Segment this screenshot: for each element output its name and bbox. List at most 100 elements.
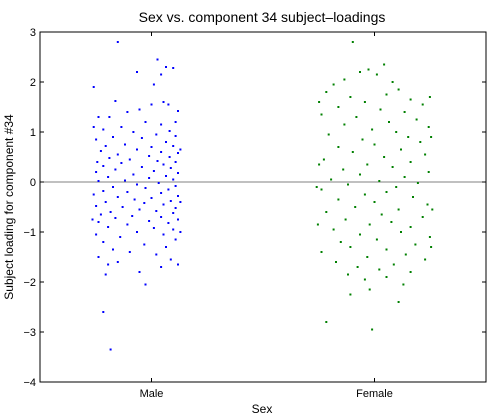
data-point (349, 246, 352, 248)
data-point (114, 168, 117, 171)
data-point (337, 198, 340, 201)
data-point (120, 126, 123, 128)
data-point (169, 167, 172, 169)
data-point (102, 165, 105, 167)
data-point (99, 213, 102, 216)
data-point (403, 176, 406, 178)
data-point (165, 66, 167, 68)
data-point (152, 227, 155, 229)
data-point (97, 256, 100, 258)
data-point (169, 200, 172, 202)
data-point (104, 273, 107, 276)
data-point (138, 208, 141, 211)
data-point (148, 177, 151, 179)
data-point (162, 203, 165, 206)
data-point (121, 206, 124, 208)
data-point (152, 170, 155, 172)
data-point (140, 137, 143, 139)
data-point (155, 253, 158, 256)
data-point (407, 136, 410, 138)
data-point (430, 136, 433, 138)
data-point (92, 126, 95, 128)
data-point (160, 123, 163, 126)
data-point (116, 196, 119, 198)
data-point (107, 176, 110, 178)
data-point (378, 268, 381, 271)
data-point (361, 138, 364, 141)
data-point (126, 111, 129, 113)
data-point (132, 131, 135, 133)
y-tick-label: −4 (23, 377, 36, 389)
axes-box (39, 31, 487, 383)
data-point (157, 182, 160, 184)
axes: −4 −3 −2 −1 0 1 2 3 Male Female (23, 27, 487, 400)
data-point (167, 188, 170, 191)
data-point (322, 158, 325, 161)
data-point (395, 186, 398, 188)
data-point (112, 248, 114, 251)
data-point (428, 96, 431, 98)
data-point (177, 172, 179, 174)
chart-title: Sex vs. component 34 subject–loadings (139, 9, 386, 25)
data-point (409, 226, 412, 228)
data-point (133, 198, 136, 201)
data-point (107, 226, 110, 228)
data-point (155, 210, 158, 212)
data-point (162, 163, 165, 166)
data-point (91, 218, 94, 221)
data-point (92, 86, 95, 88)
data-point (347, 183, 349, 186)
data-point (172, 145, 175, 147)
data-point (143, 202, 146, 204)
data-point (112, 186, 114, 188)
data-point (160, 266, 163, 268)
data-point (403, 111, 406, 113)
data-point (409, 271, 412, 273)
data-point (172, 178, 175, 181)
data-point (150, 103, 153, 106)
data-point (430, 246, 433, 248)
data-point (95, 233, 98, 236)
data-point (165, 141, 167, 143)
data-point (359, 233, 361, 236)
data-point (97, 221, 100, 223)
data-point (138, 108, 141, 111)
data-point (160, 192, 163, 194)
data-point (143, 243, 146, 246)
data-point (349, 96, 352, 98)
data-point (102, 128, 105, 131)
data-point (388, 121, 390, 123)
data-point (140, 166, 143, 168)
data-point (116, 41, 119, 43)
data-point (119, 236, 122, 238)
data-point (177, 110, 179, 112)
data-point (419, 141, 422, 143)
data-point (96, 161, 99, 163)
data-point (395, 131, 398, 133)
data-point (148, 155, 151, 157)
data-point (320, 188, 323, 191)
data-point (318, 163, 321, 166)
data-point (168, 130, 171, 132)
data-point (109, 211, 112, 213)
data-point (177, 218, 179, 221)
y-tick-label: 3 (30, 27, 36, 39)
data-point (409, 98, 412, 101)
data-point (375, 238, 378, 241)
data-point (320, 113, 323, 116)
data-point (414, 243, 417, 246)
y-tick-label: 2 (30, 77, 36, 89)
data-point (177, 195, 179, 197)
data-point (344, 218, 347, 221)
data-point (415, 118, 418, 121)
data-point (179, 231, 182, 233)
data-point (104, 145, 107, 147)
data-point (343, 78, 346, 81)
data-point (148, 220, 151, 222)
data-point (391, 81, 394, 83)
data-point (162, 101, 165, 103)
data-point (426, 203, 429, 206)
data-point (109, 348, 112, 351)
y-tick-label: −1 (23, 227, 36, 239)
data-point (397, 208, 400, 211)
